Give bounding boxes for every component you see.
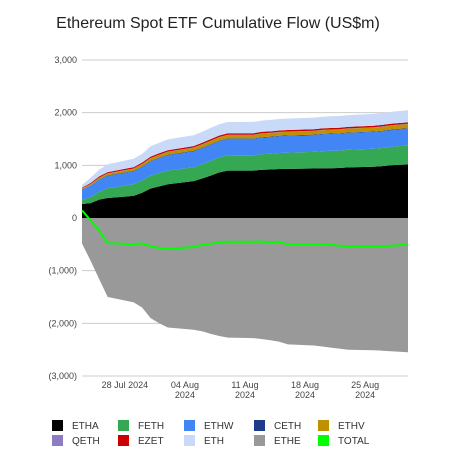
- x-tick-label: 28 Jul 2024: [102, 380, 149, 390]
- x-tick-label: 04 Aug 2024: [171, 380, 199, 400]
- chart-title: Ethereum Spot ETF Cumulative Flow (US$m): [56, 15, 380, 32]
- x-tick-label: 18 Aug 2024: [291, 380, 319, 400]
- legend-item-qeth: QETH: [52, 435, 100, 447]
- legend: ETHA FETH ETHW CETH ETHV QETH EZET ETH ETHE TOTAL: [52, 420, 370, 447]
- legend-item-feth: FETH: [118, 420, 164, 432]
- legend-swatch: [184, 420, 195, 431]
- legend-swatch: [52, 435, 63, 446]
- legend-label: TOTAL: [338, 436, 370, 447]
- legend-swatch: [254, 420, 265, 431]
- legend-item-ceth: CETH: [254, 420, 301, 432]
- x-tick-label: 11 Aug 2024: [231, 380, 258, 400]
- x-tick-label: 25 Aug 2024: [351, 380, 379, 400]
- legend-item-total: TOTAL: [318, 435, 370, 447]
- legend-label: ETHA: [72, 421, 99, 432]
- area-series-ethv: [82, 124, 408, 190]
- y-tick-label: 2,000: [54, 108, 77, 118]
- area-series-feth: [82, 145, 408, 204]
- area-series-ethe: [82, 218, 408, 353]
- y-tick-label: (2,000): [48, 318, 77, 328]
- area-series-ethw: [82, 128, 408, 201]
- legend-swatch: [254, 435, 265, 446]
- axis-layer: 3,000 2,000 1,000 0 (1,000) (2,000) (3,000) 28 …: [48, 55, 379, 400]
- legend-label: QETH: [72, 436, 100, 447]
- legend-swatch: [318, 435, 329, 446]
- legend-swatch: [318, 420, 329, 431]
- area-layer: [82, 110, 408, 353]
- legend-label: ETHV: [338, 421, 365, 432]
- y-tick-label: 3,000: [54, 55, 77, 65]
- legend-label: FETH: [138, 421, 164, 432]
- y-tick-label: 1,000: [54, 160, 77, 170]
- legend-item-ethw: ETHW: [184, 420, 234, 432]
- legend-label: CETH: [274, 421, 301, 432]
- legend-swatch: [118, 420, 129, 431]
- area-series-eth: [82, 110, 408, 188]
- line-layer: [81, 209, 409, 251]
- legend-item-eth: ETH: [184, 435, 224, 447]
- legend-item-ethe: ETHE: [254, 435, 301, 447]
- legend-swatch: [118, 435, 129, 446]
- legend-swatch: [184, 435, 195, 446]
- area-series-etha: [82, 164, 408, 218]
- legend-item-ethv: ETHV: [318, 420, 365, 432]
- y-tick-label: 0: [72, 213, 77, 223]
- legend-label: ETHE: [274, 436, 301, 447]
- y-tick-label: (1,000): [48, 266, 77, 276]
- legend-label: ETHW: [204, 421, 234, 432]
- legend-item-ezet: EZET: [118, 435, 164, 447]
- legend-item-etha: ETHA: [52, 420, 99, 432]
- legend-label: ETH: [204, 436, 224, 447]
- legend-swatch: [52, 420, 63, 431]
- line-series-total: [81, 209, 409, 251]
- legend-label: EZET: [138, 436, 164, 447]
- y-tick-label: (3,000): [48, 371, 77, 381]
